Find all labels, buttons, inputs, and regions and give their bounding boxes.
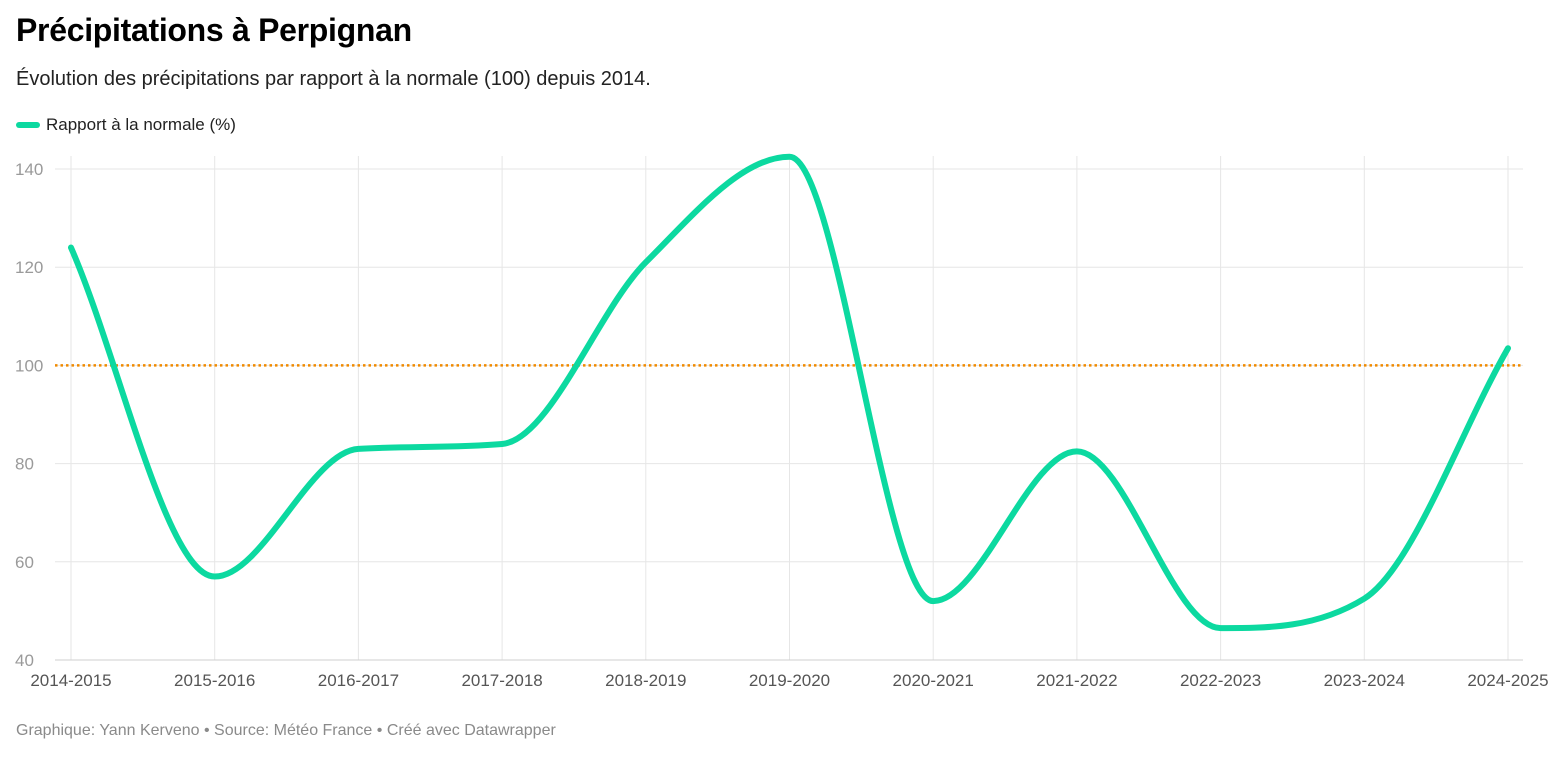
x-tick-label: 2019-2020 [749,671,830,690]
x-tick-label: 2015-2016 [174,671,255,690]
chart-title: Précipitations à Perpignan [16,12,412,48]
grid [55,156,1523,661]
series-line [68,153,1511,632]
y-tick-label: 100 [15,356,43,375]
legend: Rapport à la normale (%) [16,115,236,135]
y-tick-label: 140 [15,160,43,179]
x-tick-label: 2016-2017 [318,671,399,690]
x-tick-label: 2024-2025 [1467,671,1548,690]
x-tick-label: 2014-2015 [30,671,111,690]
y-tick-label: 80 [15,455,34,474]
x-tick-label: 2018-2019 [605,671,686,690]
chart-subtitle: Évolution des précipitations par rapport… [16,68,651,90]
series-layer [68,153,1511,632]
x-tick-label: 2017-2018 [461,671,542,690]
x-tick-label: 2020-2021 [893,671,974,690]
x-tick-label: 2022-2023 [1180,671,1261,690]
x-tick-label: 2021-2022 [1036,671,1117,690]
source-credit: Graphique: Yann Kerveno • Source: Météo … [16,722,556,739]
y-tick-label: 40 [15,651,34,670]
axis-labels: 40 60 80 100 120 140 2014-2015 2015-2016 2016-20… [15,160,1549,690]
x-tick-label: 2023-2024 [1324,671,1405,690]
legend-label: Rapport à la normale (%) [46,115,236,134]
y-tick-label: 120 [15,258,43,277]
y-tick-label: 60 [15,553,34,572]
legend-swatch [16,122,40,128]
